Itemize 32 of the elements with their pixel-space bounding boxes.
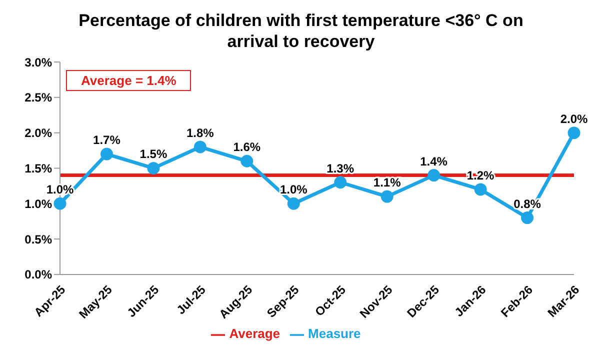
point bbox=[100, 148, 113, 160]
data-label: 1.1% bbox=[373, 176, 402, 190]
y-tick-label: 0.5% bbox=[24, 232, 52, 246]
data-label: 1.4% bbox=[420, 154, 448, 168]
point bbox=[521, 212, 534, 224]
data-label: 1.6% bbox=[233, 140, 261, 154]
y-tick-label: 3.0% bbox=[24, 55, 52, 70]
y-tick-label: 1.0% bbox=[24, 196, 52, 211]
point bbox=[568, 126, 580, 140]
point bbox=[380, 190, 394, 203]
y-tick-label: 2.5% bbox=[24, 90, 52, 105]
point bbox=[334, 176, 347, 189]
data-label: 1.7% bbox=[93, 133, 121, 148]
data-label: 2.0% bbox=[560, 112, 588, 126]
legend-label: Measure bbox=[308, 326, 361, 342]
point bbox=[428, 169, 440, 182]
data-label: 1.0% bbox=[280, 182, 308, 197]
y-tick-label: 0.0% bbox=[24, 268, 52, 282]
data-label: 1.8% bbox=[186, 126, 214, 140]
data-label: 1.3% bbox=[326, 161, 354, 176]
point bbox=[287, 197, 300, 210]
point bbox=[194, 140, 206, 154]
point bbox=[474, 183, 487, 196]
annotation: Average = 1.4% bbox=[66, 70, 192, 91]
point bbox=[147, 162, 160, 174]
chart-title: Percentage of children with first temperature <36° C on arrival to recovery bbox=[78, 10, 524, 52]
point bbox=[240, 154, 254, 168]
point bbox=[54, 197, 66, 210]
data-label: 1.5% bbox=[140, 147, 168, 162]
legend-label: Average bbox=[229, 326, 280, 342]
y-tick-label: 1.5% bbox=[24, 161, 52, 176]
y-tick-label: 2.0% bbox=[24, 126, 52, 140]
